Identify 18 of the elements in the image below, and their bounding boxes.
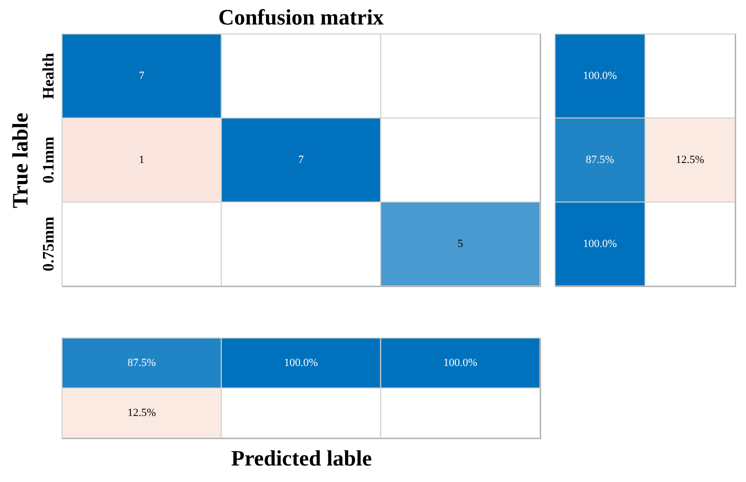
data-label: 87.5% <box>127 357 156 369</box>
chart-title: Confusion matrix <box>218 4 384 30</box>
data-label: 100.0% <box>284 357 318 369</box>
data-label: 12.5% <box>127 407 156 419</box>
data-label: 100.0% <box>583 70 617 82</box>
y-axis-title: True lable <box>8 112 32 208</box>
data-label: 87.5% <box>586 154 614 166</box>
data-label: 100.0% <box>583 238 617 250</box>
data-label: 1 <box>138 154 144 166</box>
data-label: 12.5% <box>676 154 704 166</box>
data-label: 5 <box>458 238 464 250</box>
y-tick-label: Health <box>40 52 58 100</box>
data-label: 7 <box>138 70 145 82</box>
x-axis-title: Predicted lable <box>231 446 372 470</box>
y-tick-label: 0.1mm <box>40 136 58 184</box>
y-tick-label: 0.75mm <box>40 216 58 272</box>
data-label: 100.0% <box>443 357 478 369</box>
data-label: 7 <box>298 154 304 166</box>
